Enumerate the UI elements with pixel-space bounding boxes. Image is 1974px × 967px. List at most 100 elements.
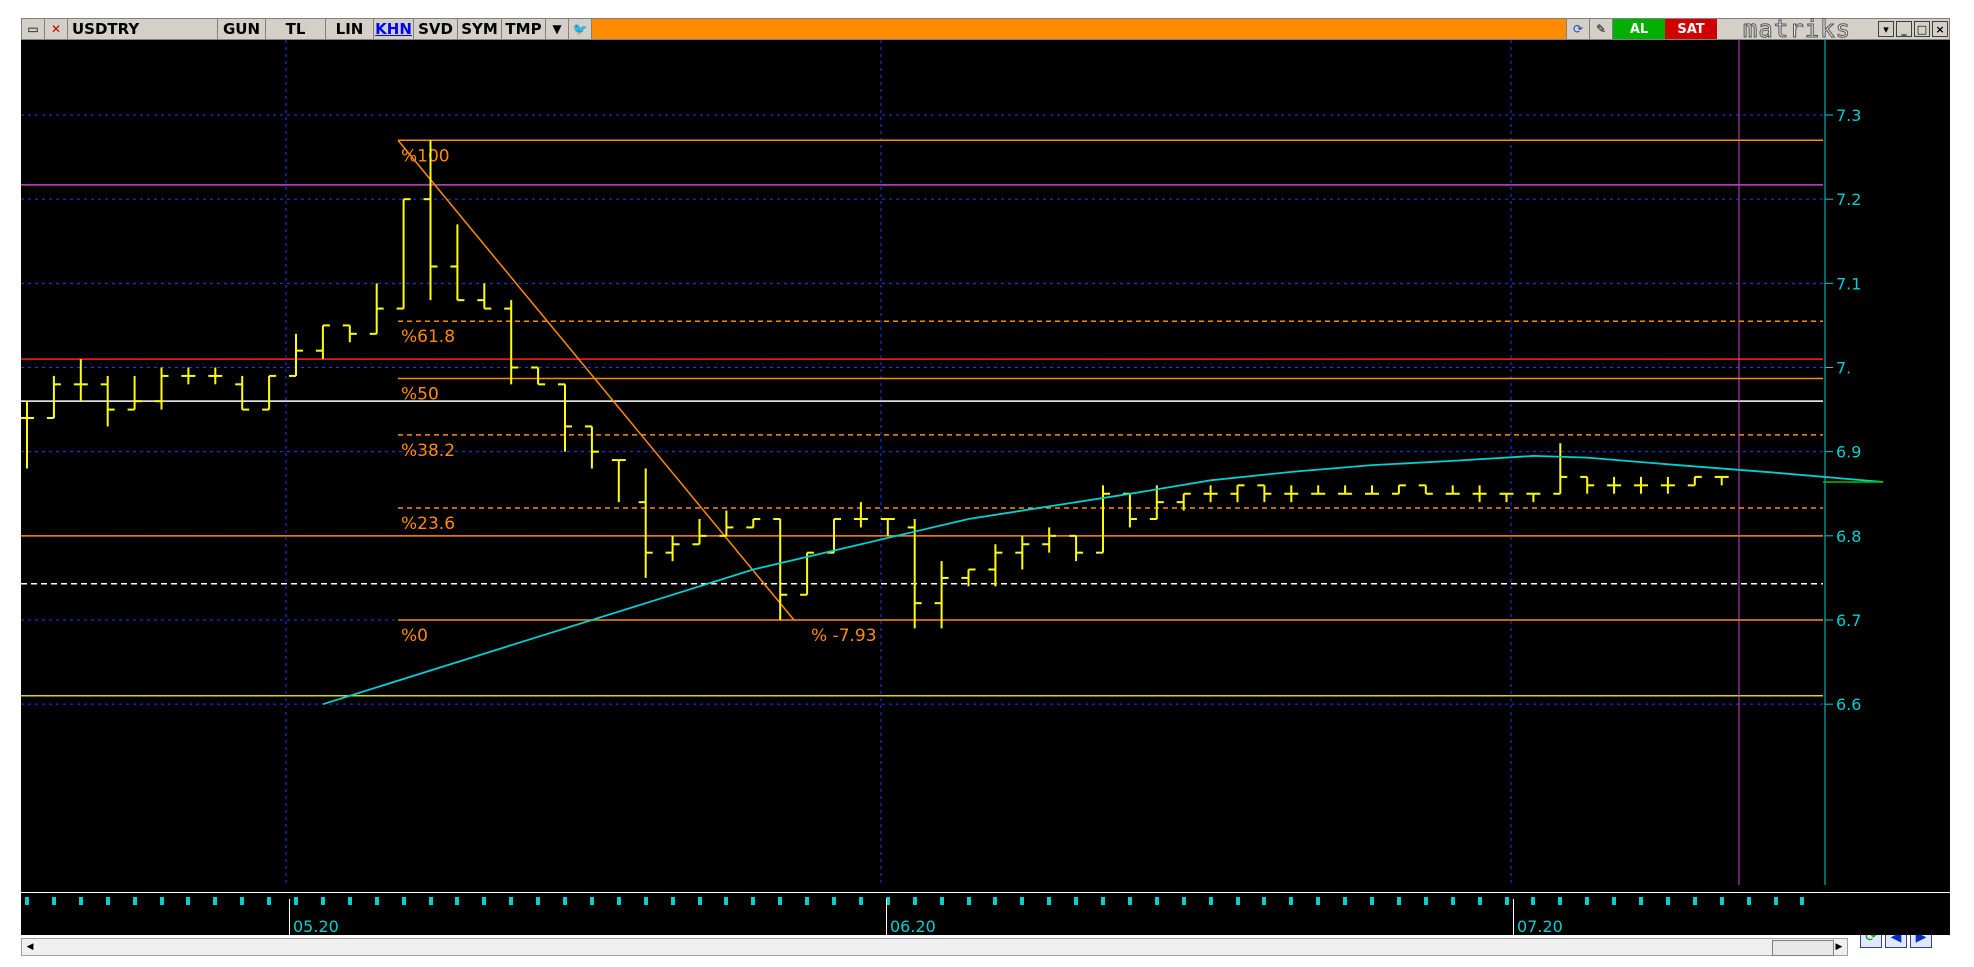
gun-button[interactable]: GUN (218, 19, 266, 39)
brand-logo: matriks (1717, 15, 1877, 44)
pencil-icon[interactable]: ✎ (1590, 19, 1613, 39)
x-tick-mark (1074, 897, 1079, 905)
lin-button[interactable]: LIN (326, 19, 374, 39)
x-tick-mark (482, 897, 487, 905)
x-tick-mark (1423, 897, 1428, 905)
tl-button[interactable]: TL (266, 19, 326, 39)
x-tick-mark (1612, 897, 1617, 905)
maximize-icon[interactable]: □ (1914, 21, 1930, 37)
x-tick-mark (240, 897, 245, 905)
y-tick-label: 6.7 (1836, 611, 1861, 630)
x-tick-mark (1477, 897, 1482, 905)
moving-average-line (322, 454, 1884, 706)
x-tick-mark (832, 897, 836, 905)
fib-level-label: %50 (401, 384, 439, 404)
x-tick-mark (563, 897, 567, 905)
symbol-logo-icon: ✕ (45, 19, 68, 39)
al-button[interactable]: AL (1613, 19, 1665, 39)
x-tick-mark (966, 897, 971, 905)
x-tick-mark (993, 897, 998, 905)
x-tick-mark (294, 897, 298, 905)
twitter-icon[interactable]: 🐦 (569, 19, 592, 39)
price-chart[interactable]: 7.3 7.2 7.1 7. 6.9 6.8 6.7 6.6 %100 %61.8 %50 %38.2… (21, 40, 1950, 892)
y-tick-label: 6.8 (1836, 527, 1861, 546)
y-tick-label: 6.6 (1836, 695, 1861, 714)
x-tick-mark (751, 897, 756, 905)
x-tick-mark (1719, 897, 1724, 905)
x-tick-mark (1450, 897, 1455, 905)
svd-button[interactable]: SVD (414, 19, 458, 39)
x-tick-mark (912, 897, 917, 905)
x-divider (886, 899, 887, 935)
x-tick-mark (1692, 897, 1697, 905)
x-tick-mark (347, 897, 352, 905)
x-tick-mark (670, 897, 675, 905)
fib-level-label: %38.2 (401, 441, 455, 461)
toolbar-spacer (592, 19, 1567, 39)
x-tick-mark (1746, 897, 1751, 905)
chart-toolbar: ▭ ✕ USDTRY GUN TL LIN KHN SVD SYM TMP ▼ … (21, 15, 1950, 44)
khn-button[interactable]: KHN (374, 19, 414, 39)
x-tick-mark (1773, 897, 1778, 905)
close-icon[interactable]: × (1932, 21, 1948, 37)
scroll-left-icon[interactable]: ◀ (26, 942, 34, 952)
x-tick-mark (1181, 897, 1186, 905)
minimize-icon[interactable]: _ (1896, 21, 1912, 37)
dropdown-icon[interactable]: ▼ (546, 19, 569, 39)
x-tick-mark (320, 897, 325, 905)
x-tick-mark (1020, 897, 1025, 905)
x-tick-mark (374, 897, 379, 905)
y-tick-label: 7.1 (1836, 274, 1861, 293)
x-tick-mark (1504, 897, 1509, 905)
scroll-thumb[interactable] (1772, 940, 1834, 956)
horizontal-scrollbar[interactable]: ◀ ▶ (21, 938, 1848, 956)
x-tick-mark (939, 897, 944, 905)
x-tick-mark (1316, 897, 1321, 905)
symbol-field[interactable]: USDTRY (68, 19, 218, 39)
x-tick-mark (616, 897, 621, 905)
x-tick-mark (1343, 897, 1348, 905)
x-tick-mark (1585, 897, 1590, 905)
x-tick-mark (401, 897, 406, 905)
x-tick-label: 07.20 (1517, 917, 1563, 936)
chart-type-icon[interactable]: ▭ (22, 19, 45, 39)
x-tick-mark (213, 897, 218, 905)
x-tick-mark (428, 897, 433, 905)
x-tick-mark (1639, 897, 1643, 905)
x-tick-mark (51, 897, 56, 905)
y-tick-label: 7.3 (1836, 106, 1861, 125)
x-tick-mark (589, 897, 594, 905)
x-tick-mark (858, 897, 863, 905)
sat-button[interactable]: SAT (1665, 19, 1717, 39)
x-tick-mark (536, 897, 541, 905)
x-tick-mark (1665, 897, 1670, 905)
fib-change-label: % -7.93 (811, 626, 877, 646)
scroll-right-icon[interactable]: ▶ (1835, 942, 1843, 952)
refresh-data-icon[interactable]: ⟳ (1567, 19, 1590, 39)
chevron-down-icon[interactable]: ▾ (1878, 21, 1894, 37)
x-tick-mark (778, 897, 783, 905)
fib-level-label: %0 (401, 626, 428, 646)
fib-level-label: %100 (401, 146, 450, 166)
x-tick-mark (724, 897, 729, 905)
x-tick-mark (1101, 897, 1105, 905)
x-tick-mark (1558, 897, 1563, 905)
x-axis-panel: 05.20 06.20 07.20 (21, 893, 1950, 936)
x-tick-mark (1800, 897, 1805, 905)
y-tick-label: 6.9 (1836, 443, 1861, 462)
fib-level-label: %61.8 (401, 327, 455, 347)
fib-trend-line (397, 139, 795, 621)
x-tick-mark (509, 897, 514, 905)
x-tick-mark (25, 897, 29, 905)
x-tick-mark (267, 897, 272, 905)
x-tick-mark (1396, 897, 1401, 905)
tmp-button[interactable]: TMP (502, 19, 546, 39)
x-tick-label: 05.20 (293, 917, 339, 936)
x-tick-mark (1262, 897, 1267, 905)
x-tick-mark (186, 897, 191, 905)
x-tick-mark (159, 897, 164, 905)
x-tick-mark (1047, 897, 1052, 905)
sym-button[interactable]: SYM (458, 19, 502, 39)
x-tick-mark (643, 897, 648, 905)
